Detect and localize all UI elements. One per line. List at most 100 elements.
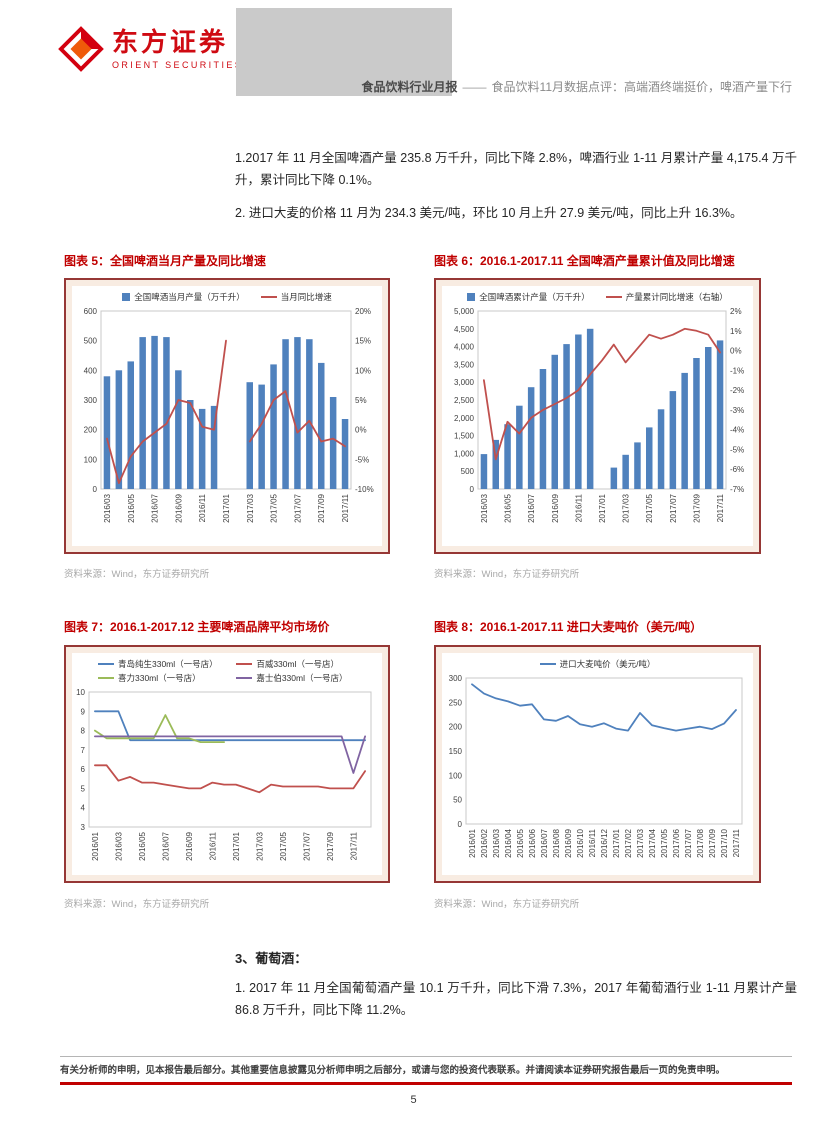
svg-text:2016/07: 2016/07 [540, 828, 549, 857]
svg-text:2016/09: 2016/09 [185, 831, 194, 860]
chart-panel: 青岛纯生330ml（一号店） 百威330ml（一号店） 喜力330ml（一号店） 嘉士… [72, 653, 382, 875]
svg-text:100: 100 [448, 771, 462, 780]
legend-bar-swatch-icon [122, 293, 131, 301]
legend-label: 全国啤酒当月产量（万千升） [134, 292, 245, 302]
legend-item: 全国啤酒累计产量（万千升） [467, 291, 590, 303]
svg-text:2%: 2% [730, 307, 742, 316]
chart-legend: 全国啤酒累计产量（万千升） 产量累计同比增速（右轴） [442, 286, 753, 305]
chart-plot: 0 100 200 300 400 500 600 20% 15% 10% 5% 0% -5% -10% 2… [73, 305, 381, 546]
svg-text:2017/09: 2017/09 [692, 493, 701, 522]
orient-logo-icon [58, 26, 104, 72]
svg-text:2016/03: 2016/03 [103, 493, 112, 522]
svg-text:5%: 5% [355, 396, 367, 405]
figure-8-chart: 进口大麦吨价（美元/吨） 0 50 100 150 200 250 300 2016/01 20… [434, 645, 761, 883]
svg-text:2016/07: 2016/07 [161, 831, 170, 860]
svg-text:-4%: -4% [730, 426, 744, 435]
svg-text:2017/05: 2017/05 [270, 493, 279, 522]
svg-text:2017/09: 2017/09 [317, 493, 326, 522]
svg-text:2016/05: 2016/05 [127, 493, 136, 522]
svg-text:2016/11: 2016/11 [208, 831, 217, 860]
svg-text:2017/06: 2017/06 [672, 828, 681, 857]
svg-text:2017/10: 2017/10 [720, 828, 729, 857]
svg-text:2,000: 2,000 [453, 414, 474, 423]
svg-text:10%: 10% [355, 366, 371, 375]
svg-text:500: 500 [460, 467, 474, 476]
legend-label: 产量累计同比增速（右轴） [625, 292, 728, 302]
svg-text:50: 50 [453, 796, 462, 805]
svg-text:15%: 15% [355, 337, 371, 346]
paragraph-barley-price: 2. 进口大麦的价格 11 月为 234.3 美元/吨，环比 10 月上升 27… [235, 206, 743, 220]
svg-text:3,500: 3,500 [453, 360, 474, 369]
svg-text:1%: 1% [730, 327, 742, 336]
paragraph-beer-production: 1.2017 年 11 月全国啤酒产量 235.8 万千升，同比下降 2.8%，… [235, 151, 797, 187]
figure-6-title: 图表 6：2016.1-2017.11 全国啤酒产量累计值及同比增速 [434, 254, 735, 268]
legend-line-swatch-icon [605, 296, 622, 298]
legend-item: 喜力330ml（一号店） [98, 672, 220, 684]
svg-text:2017/11: 2017/11 [716, 493, 725, 522]
chart-legend: 青岛纯生330ml（一号店） 百威330ml（一号店） 喜力330ml（一号店） 嘉士… [72, 653, 382, 686]
figure-5-chart: 全国啤酒当月产量（万千升） 当月同比增速 0 100 200 300 400 500 600 2… [64, 278, 390, 554]
header-dash: —— [462, 80, 487, 94]
svg-text:0%: 0% [730, 347, 742, 356]
legend-item: 青岛纯生330ml（一号店） [98, 658, 220, 670]
legend-line-swatch-icon [98, 663, 114, 665]
svg-text:2017/01: 2017/01 [222, 493, 231, 522]
header-gray-block [236, 8, 452, 96]
svg-text:2017/01: 2017/01 [598, 493, 607, 522]
svg-text:-10%: -10% [355, 485, 374, 494]
svg-text:5: 5 [81, 784, 86, 793]
legend-item: 嘉士伯330ml（一号店） [236, 672, 358, 684]
svg-text:2016/11: 2016/11 [574, 493, 583, 522]
svg-text:2016/01: 2016/01 [91, 831, 100, 860]
svg-text:200: 200 [84, 426, 98, 435]
svg-text:2017/09: 2017/09 [708, 828, 717, 857]
svg-text:2016/11: 2016/11 [588, 828, 597, 857]
svg-text:1,500: 1,500 [453, 432, 474, 441]
chart6-svg: 0 500 1,000 1,500 2,000 2,500 3,000 3,500 4,000 4… [453, 307, 744, 523]
svg-text:250: 250 [448, 698, 462, 707]
svg-text:5,000: 5,000 [453, 307, 474, 316]
svg-text:2017/11: 2017/11 [349, 831, 358, 860]
report-subtitle: 食品饮料11月数据点评：高端酒终端挺价，啤酒产量下行 [491, 80, 792, 94]
svg-text:600: 600 [84, 307, 98, 316]
chart-panel: 全国啤酒累计产量（万千升） 产量累计同比增速（右轴） 0 500 1,000 1,500… [442, 286, 753, 546]
chart-legend: 进口大麦吨价（美元/吨） [442, 653, 753, 672]
svg-text:2016/05: 2016/05 [516, 828, 525, 857]
legend-label: 当月同比增速 [280, 292, 332, 302]
chart7-svg: 3 4 5 6 7 8 9 10 2016/01 2016/03 2016/05 2016/07 201… [76, 688, 372, 861]
legend-line-swatch-icon [260, 296, 277, 298]
report-type: 食品饮料行业月报 [361, 80, 458, 94]
svg-text:2017/08: 2017/08 [696, 828, 705, 857]
svg-text:2017/09: 2017/09 [326, 831, 335, 860]
svg-text:500: 500 [84, 337, 98, 346]
svg-text:2017/11: 2017/11 [732, 828, 741, 857]
svg-text:2017/03: 2017/03 [255, 831, 264, 860]
svg-text:20%: 20% [355, 307, 371, 316]
figure-5-title: 图表 5：全国啤酒当月产量及同比增速 [64, 254, 267, 268]
svg-text:9: 9 [81, 707, 86, 716]
report-header-title: 食品饮料行业月报 —— 食品饮料11月数据点评：高端酒终端挺价，啤酒产量下行 [362, 78, 792, 95]
svg-text:-2%: -2% [730, 386, 744, 395]
svg-text:2016/03: 2016/03 [492, 828, 501, 857]
figure-5-source: 资料来源：Wind，东方证券研究所 [64, 569, 210, 580]
svg-text:2016/10: 2016/10 [576, 828, 585, 857]
svg-text:2017/11: 2017/11 [341, 493, 350, 522]
paragraph-wine-production: 1. 2017 年 11 月全国葡萄酒产量 10.1 万千升，同比下滑 7.3%… [235, 981, 797, 1017]
svg-text:2017/03: 2017/03 [246, 493, 255, 522]
svg-text:2016/07: 2016/07 [527, 493, 536, 522]
svg-text:-3%: -3% [730, 406, 744, 415]
chart-plot: 3 4 5 6 7 8 9 10 2016/01 2016/03 2016/05 2016/07 201… [73, 686, 381, 875]
orient-securities-logo: 东方证券 ORIENT SECURITIES [58, 26, 243, 72]
footer-red-rule [60, 1082, 792, 1085]
footer-divider [60, 1056, 792, 1057]
legend-label: 全国啤酒累计产量（万千升） [479, 292, 590, 302]
legend-label: 进口大麦吨价（美元/吨） [559, 659, 656, 669]
svg-text:2017/07: 2017/07 [668, 493, 677, 522]
svg-text:2017/03: 2017/03 [636, 828, 645, 857]
svg-text:0%: 0% [355, 426, 367, 435]
svg-text:8: 8 [81, 727, 86, 736]
legend-line-swatch-icon [236, 663, 253, 665]
legend-line-swatch-icon [539, 663, 556, 665]
